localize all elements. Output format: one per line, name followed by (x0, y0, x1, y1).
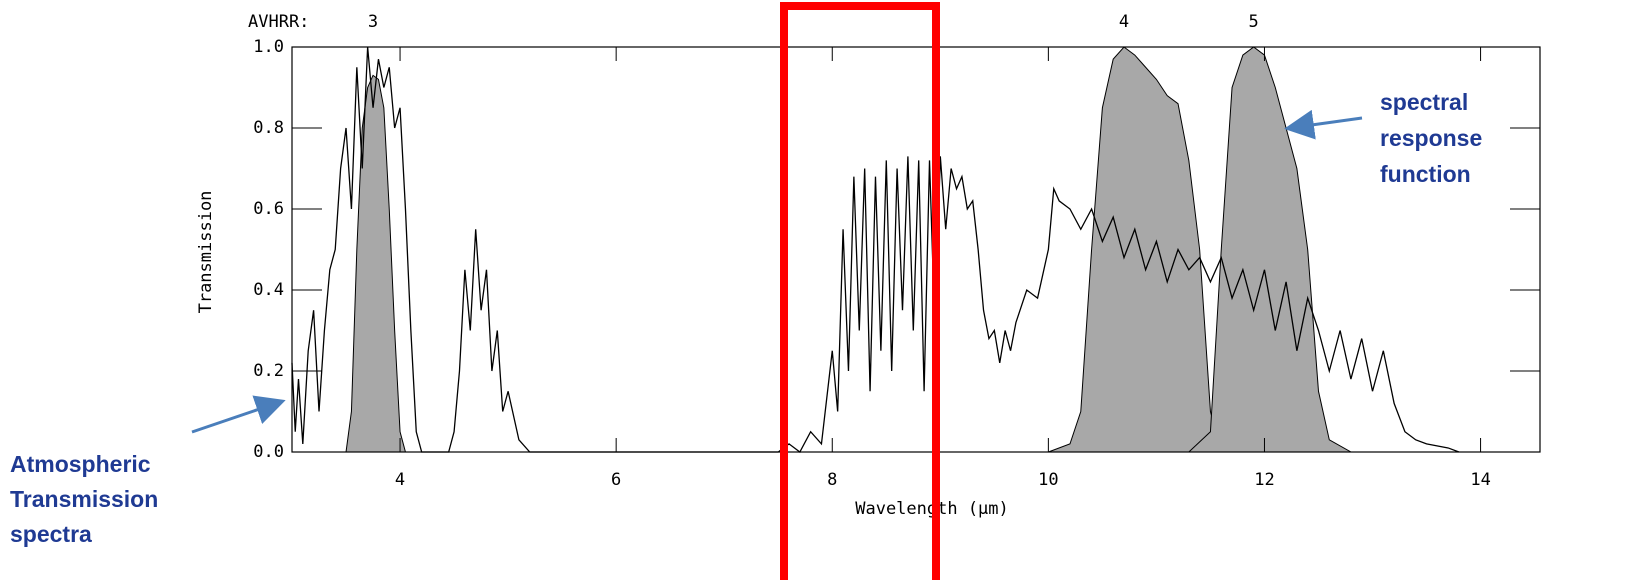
annotation: spectral response function (1380, 89, 1482, 187)
x-tick-label: 4 (395, 470, 405, 490)
y-tick-label: 0.8 (253, 118, 284, 138)
y-tick-label: 1.0 (253, 37, 284, 57)
response-area (1187, 46, 1353, 453)
y-tick-label: 0.2 (253, 361, 284, 381)
x-tick-label: 8 (827, 470, 837, 490)
annotation-line: spectra (10, 521, 92, 547)
arrow (1284, 109, 1363, 140)
band-number: 3 (368, 12, 378, 32)
annotation-line: Transmission (10, 486, 158, 512)
highlight-box (780, 2, 940, 580)
annotation-line: spectral (1380, 89, 1468, 115)
response-area (1048, 46, 1222, 453)
x-tick-label: 12 (1254, 470, 1274, 490)
y-axis-label: Transmission (196, 191, 216, 314)
plot-frame (291, 46, 1541, 453)
band-number: 4 (1119, 12, 1129, 32)
annotation: Atmospheric Transmission spectra (10, 451, 158, 547)
annotation-line: function (1380, 161, 1471, 187)
x-tick-label: 6 (611, 470, 621, 490)
band-number: 5 (1249, 12, 1259, 32)
annotation-line: Atmospheric (10, 451, 151, 477)
response-area (345, 74, 407, 453)
arrow (191, 395, 286, 434)
annotation-line: response (1380, 125, 1482, 151)
plot-area (291, 46, 1541, 453)
x-tick-label: 10 (1038, 470, 1058, 490)
band-label: AVHRR: (248, 12, 309, 32)
y-tick-label: 0.6 (253, 199, 284, 219)
x-tick-label: 14 (1470, 470, 1490, 490)
y-tick-label: 0.4 (253, 280, 284, 300)
transmission-line (291, 46, 1460, 453)
y-tick-label: 0.0 (253, 442, 284, 462)
